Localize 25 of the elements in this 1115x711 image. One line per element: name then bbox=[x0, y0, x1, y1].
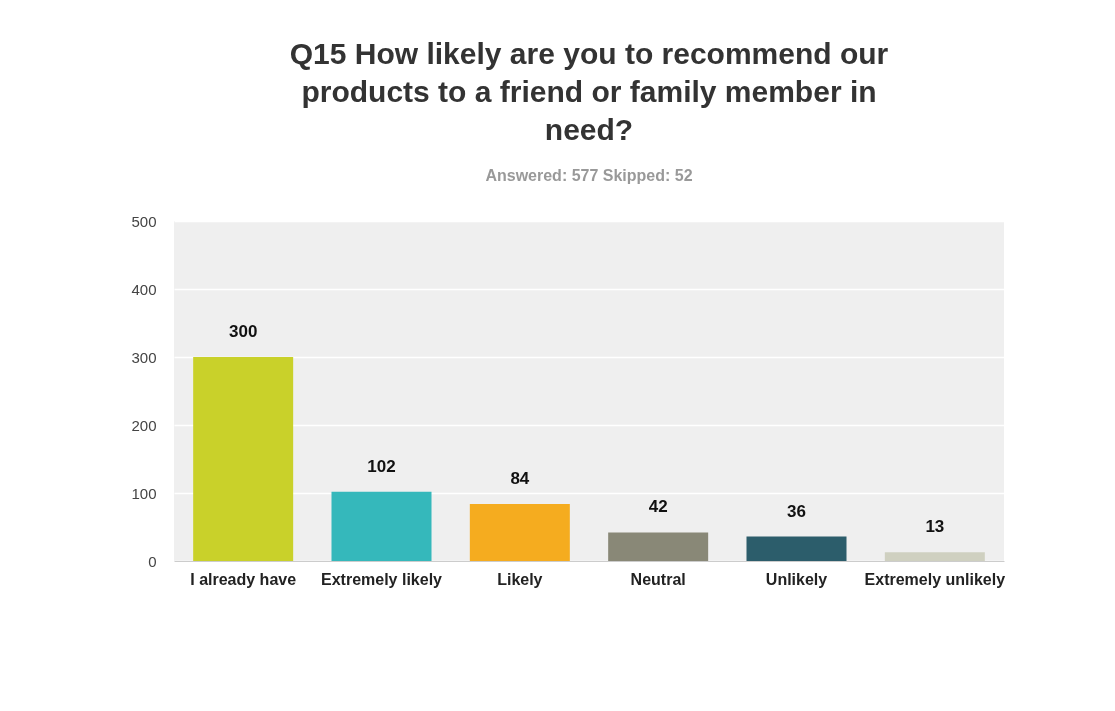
x-tick-label: Extremely unlikely bbox=[864, 570, 1006, 588]
chart-title: Q15 How likely are you to recommend our products to a friend or family member in need? bbox=[289, 37, 889, 146]
data-label: 102 bbox=[367, 456, 396, 476]
x-tick-label: Extremely likely bbox=[321, 570, 443, 588]
bar bbox=[469, 503, 570, 561]
bar bbox=[193, 357, 294, 561]
data-label: 36 bbox=[787, 501, 806, 521]
bar bbox=[746, 536, 847, 561]
x-tick-label: Likely bbox=[497, 570, 543, 588]
chart-subtitle: Answered: 577 Skipped: 52 bbox=[485, 167, 693, 184]
y-tick-label: 500 bbox=[131, 212, 157, 230]
y-tick-label: 300 bbox=[131, 348, 157, 366]
y-tick-label: 200 bbox=[131, 416, 157, 434]
y-tick-label: 0 bbox=[148, 552, 157, 570]
y-tick-label: 100 bbox=[131, 484, 157, 502]
bar bbox=[608, 532, 709, 561]
data-label: 13 bbox=[925, 517, 945, 537]
x-tick-label: Neutral bbox=[630, 570, 686, 588]
y-tick-label: 400 bbox=[131, 280, 157, 298]
x-tick-label: I already have bbox=[190, 570, 297, 588]
data-label: 42 bbox=[648, 497, 668, 517]
bar bbox=[331, 491, 432, 561]
data-label: 84 bbox=[510, 468, 530, 488]
x-tick-label: Unlikely bbox=[765, 570, 828, 588]
data-label: 300 bbox=[228, 322, 258, 341]
